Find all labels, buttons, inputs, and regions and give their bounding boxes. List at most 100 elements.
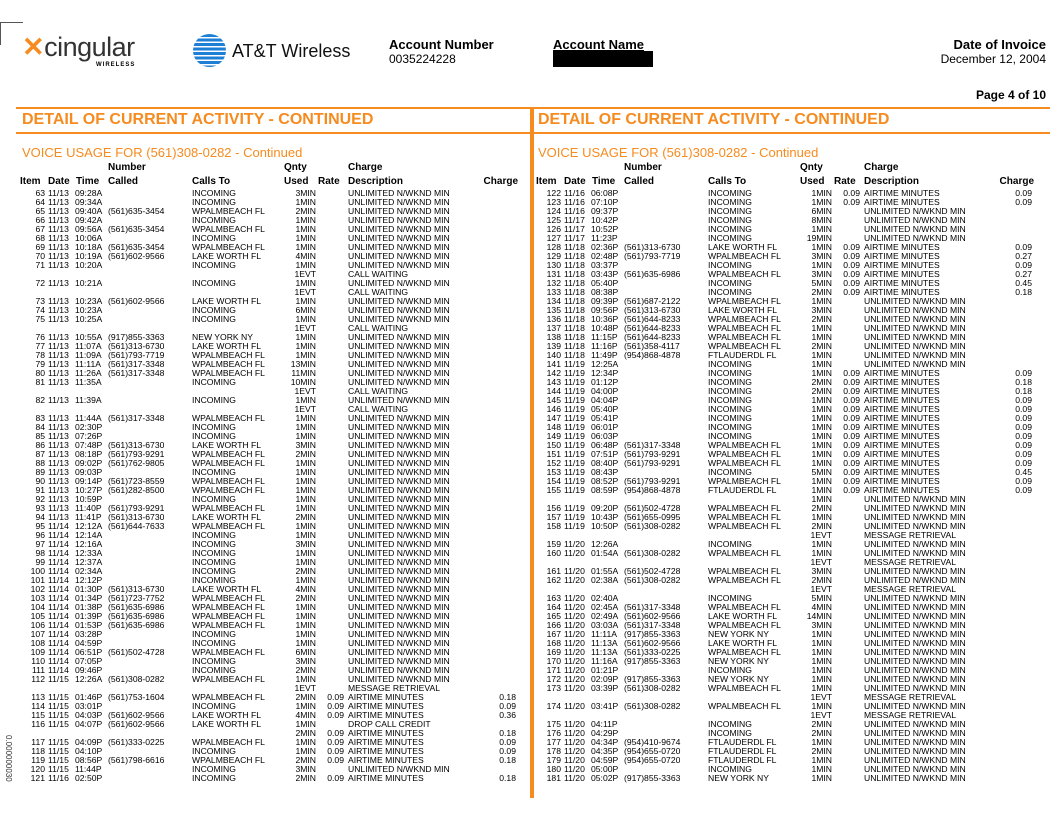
row-qty-used: 2MIN <box>295 512 316 522</box>
row-calls-to: WPALMBEACH FL <box>192 611 265 621</box>
row-charge-description: UNLIMITED N/WKND MIN <box>348 530 450 540</box>
row-qty-used: 1EVT <box>294 683 317 693</box>
row-qty-used: 1EVT <box>810 710 833 720</box>
row-item: 180 <box>546 764 561 774</box>
row-calls-to: WPALMBEACH FL <box>192 368 265 378</box>
row-qty-used: 1MIN <box>811 737 832 747</box>
row-calls-to: INCOMING <box>708 359 752 369</box>
row-calls-to: WPALMBEACH FL <box>708 341 781 351</box>
row-time: 06:51P <box>75 647 103 657</box>
row-charge-description: AIRTIME MINUTES <box>864 269 940 279</box>
row-charge-description: AIRTIME MINUTES <box>348 728 424 738</box>
row-number-called: (561)602-9566 <box>108 719 165 729</box>
row-date: 11/13 <box>48 224 69 234</box>
row-item: 82 <box>35 395 45 405</box>
row-time: 02:36P <box>591 242 619 252</box>
row-item: 153 <box>546 467 561 477</box>
row-number-called: (561)358-4117 <box>624 341 680 351</box>
row-time: 06:03P <box>591 431 619 441</box>
row-time: 10:19A <box>75 251 103 261</box>
column-header: Charge <box>483 176 518 187</box>
row-charge: 0.09 <box>499 746 516 756</box>
row-item: 63 <box>35 188 45 198</box>
row-item: 107 <box>30 629 45 639</box>
row-number-called: (561)793-9291 <box>624 476 681 486</box>
row-date: 11/20 <box>564 755 585 765</box>
column-header: Time <box>592 176 616 187</box>
row-date: 11/15 <box>48 764 69 774</box>
row-item: 128 <box>546 242 561 252</box>
row-date: 11/13 <box>48 215 69 225</box>
row-charge-description: UNLIMITED N/WKND MIN <box>864 629 966 639</box>
row-charge-description: UNLIMITED N/WKND MIN <box>348 296 450 306</box>
row-date: 11/13 <box>48 377 69 387</box>
row-date: 11/14 <box>48 566 69 576</box>
row-item: 87 <box>35 449 45 459</box>
row-item: 138 <box>546 332 561 342</box>
row-calls-to: INCOMING <box>192 764 236 774</box>
account-name-redacted <box>553 51 653 67</box>
row-charge-description: UNLIMITED N/WKND MIN <box>864 638 966 648</box>
row-date: 11/13 <box>48 467 69 477</box>
row-item: 70 <box>35 251 45 261</box>
row-item: 166 <box>546 620 561 630</box>
row-qty-used: 1MIN <box>811 647 832 657</box>
row-charge-description: UNLIMITED N/WKND MIN <box>864 332 966 342</box>
row-qty-used: 1MIN <box>295 458 316 468</box>
row-qty-used: 1MIN <box>295 557 316 567</box>
row-date: 11/20 <box>564 638 585 648</box>
row-item: 71 <box>35 260 45 270</box>
column-header: Used <box>800 176 825 187</box>
row-calls-to: WPALMBEACH FL <box>192 224 265 234</box>
row-date: 11/18 <box>564 278 585 288</box>
row-item: 140 <box>546 350 561 360</box>
row-calls-to: WPALMBEACH FL <box>708 521 781 531</box>
row-charge-description: UNLIMITED N/WKND MIN <box>348 242 450 252</box>
crop-mark <box>0 22 23 45</box>
row-calls-to: INCOMING <box>708 395 752 405</box>
row-time: 08:56P <box>75 755 103 765</box>
row-calls-to: LAKE WORTH FL <box>192 251 262 261</box>
row-qty-used: 1MIN <box>811 242 832 252</box>
row-item: 137 <box>546 323 561 333</box>
row-time: 11:13A <box>591 647 618 657</box>
row-charge-description: UNLIMITED N/WKND MIN <box>864 224 966 234</box>
row-item: 158 <box>546 521 561 531</box>
row-calls-to: INCOMING <box>192 422 236 432</box>
row-number-called: (561)502-4728 <box>624 566 681 576</box>
row-number-called: (954)868-4878 <box>624 485 681 495</box>
row-qty-used: 1MIN <box>295 233 316 243</box>
row-charge-description: UNLIMITED N/WKND MIN <box>348 368 450 378</box>
row-number-called: (561)313-6730 <box>108 584 165 594</box>
column-header: Date <box>48 176 70 187</box>
row-time: 07:48P <box>75 440 103 450</box>
row-time: 11:26A <box>75 368 102 378</box>
row-charge-description: UNLIMITED N/WKND MIN <box>864 503 966 513</box>
row-charge-description: UNLIMITED N/WKND MIN <box>348 521 450 531</box>
row-date: 11/19 <box>564 413 585 423</box>
row-item: 96 <box>35 530 45 540</box>
row-number-called: (561)308-0282 <box>624 548 681 558</box>
row-calls-to: LAKE WORTH FL <box>708 638 778 648</box>
row-rate: 0.09 <box>327 755 344 765</box>
row-qty-used: 1EVT <box>810 530 833 540</box>
column-header: Calls To <box>708 176 747 187</box>
row-calls-to: WPALMBEACH FL <box>708 269 781 279</box>
row-calls-to: INCOMING <box>192 305 236 315</box>
row-charge-description: AIRTIME MINUTES <box>864 278 940 288</box>
row-rate: 0.09 <box>843 386 860 396</box>
row-charge-description: AIRTIME MINUTES <box>348 692 424 702</box>
row-qty-used: 2MIN <box>811 503 832 513</box>
row-charge-description: CALL WAITING <box>348 404 409 414</box>
row-charge-description: UNLIMITED N/WKND MIN <box>864 512 966 522</box>
row-rate: 0.09 <box>327 746 344 756</box>
row-time: 11:07A <box>75 341 102 351</box>
row-item: 95 <box>35 521 45 531</box>
row-date: 11/15 <box>48 737 69 747</box>
row-qty-used: 1MIN <box>811 683 832 693</box>
row-calls-to: INCOMING <box>708 188 752 198</box>
row-item: 178 <box>546 746 561 756</box>
row-qty-used: 1MIN <box>295 332 316 342</box>
row-item: 103 <box>30 593 45 603</box>
row-charge-description: UNLIMITED N/WKND MIN <box>864 764 966 774</box>
